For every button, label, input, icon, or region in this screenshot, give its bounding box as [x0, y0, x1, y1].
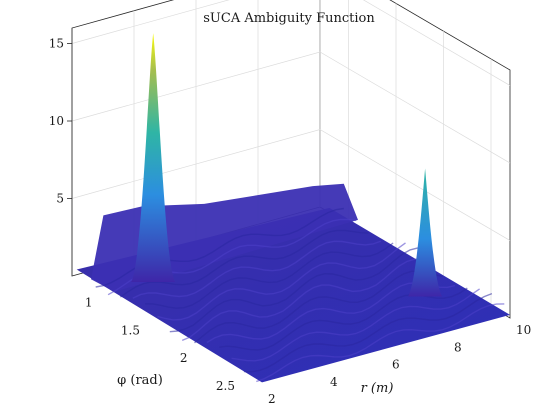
axis-ticks: 2 4 6 8 10 1 1.5 2 2.5 5 10 15 — [49, 37, 532, 407]
y-axis-label: φ (rad) — [117, 373, 163, 388]
axes-box — [71, 0, 511, 319]
x-tick-label: 8 — [454, 340, 462, 354]
z-tick-label: 15 — [49, 37, 64, 51]
surface-ripple — [181, 258, 431, 342]
x-axis-label: r (m) — [361, 381, 394, 396]
surface-plot — [76, 33, 510, 383]
z-tick-label: 10 — [49, 114, 64, 128]
surface-ripple — [231, 288, 480, 362]
surface-ripple — [169, 247, 418, 333]
peak-secondary — [408, 168, 443, 297]
surface-ripple — [243, 292, 493, 373]
z-gridline — [71, 0, 511, 86]
peak-main — [131, 33, 176, 282]
x-tick-label: 10 — [516, 323, 531, 337]
x-tick-label: 6 — [392, 358, 400, 372]
surface-ripple — [145, 242, 394, 309]
y-tick-label: 1.5 — [121, 323, 140, 337]
surface-ripple — [132, 240, 382, 299]
y-tick-label: 1 — [85, 296, 93, 310]
y-tick-label: 2.5 — [216, 379, 235, 393]
y-tick-label: 2 — [180, 351, 188, 365]
x-tick-label: 2 — [268, 392, 276, 406]
surface-ripple — [157, 242, 406, 321]
surface-ripple — [194, 270, 443, 344]
chart-title: sUCA Ambiguity Function — [203, 11, 375, 26]
z-tick-label: 5 — [56, 192, 64, 206]
surface-ripple — [119, 229, 369, 298]
surface-ripple — [256, 303, 505, 383]
x-tick-label: 4 — [330, 375, 338, 389]
